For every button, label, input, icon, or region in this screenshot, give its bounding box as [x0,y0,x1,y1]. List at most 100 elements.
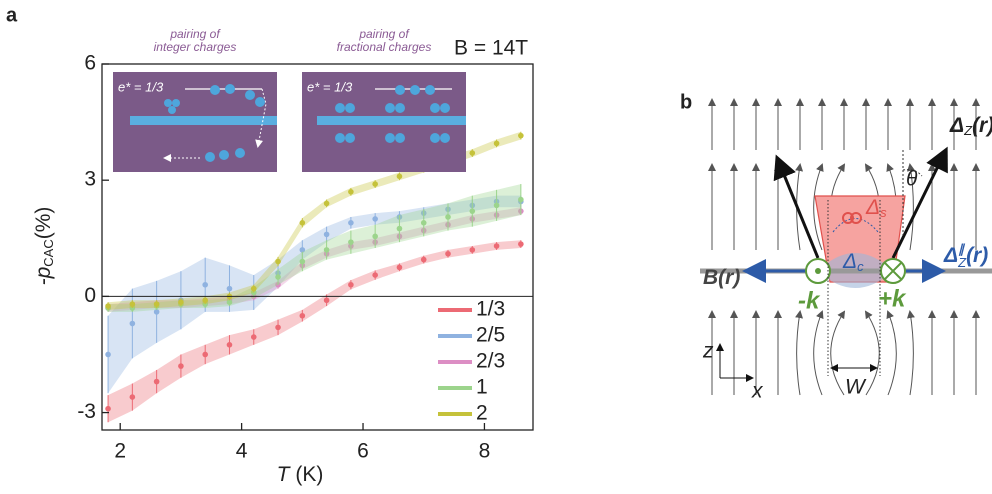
point [469,247,476,253]
mode-in-cross [884,262,902,280]
annotation: B = 14T [454,37,528,60]
field-line [795,310,803,396]
point [348,239,354,245]
plot-frame [101,63,534,431]
field-line [813,310,824,396]
point [396,264,403,271]
point [518,241,524,247]
legend-label: 2/3 [476,350,505,373]
point [250,334,257,340]
point [129,394,136,400]
inset-label: e* = 1/3 [307,79,353,94]
delta-z-par-label: Δ∥ Z(r) [943,242,988,270]
label-sub: Z [957,255,967,270]
error-band [108,207,521,312]
diagram: ΔZ(r) θ Δs B(r) Δ∥Z(r) Δc -k +k z x W [700,98,992,403]
pair-icon [842,212,854,224]
point [275,274,281,280]
point [323,297,330,304]
inset: e* = 1/3 pairing of integer charges [113,27,277,172]
label-arg: (r) [972,114,992,137]
field-line [813,163,824,251]
x-tick-label: 2 [114,440,126,463]
point [153,301,160,307]
point [250,285,257,292]
point [202,301,208,307]
x-axis-label: T (K) [277,463,324,486]
point [445,214,451,220]
label-main: Δ [865,196,880,219]
point [226,285,233,292]
point [153,309,160,315]
point [420,256,427,263]
y-label-unit: (%) [32,207,55,240]
point [323,231,330,238]
inset: e* = 1/3 pairing of fractional charges [302,27,466,172]
b-field-label: B(r) [703,266,740,289]
inset-label: e* = 1/3 [118,79,164,94]
point [153,378,160,385]
field-line [864,310,880,396]
panel-label: b [680,91,692,113]
point [299,258,306,265]
point [396,173,403,180]
y-label-sub: CAC [41,239,56,266]
inset-particles [335,85,450,143]
point [420,219,427,226]
label-arg: (r) [718,266,740,289]
point [299,219,306,226]
point [323,200,330,207]
spin-arrow [891,146,948,259]
point [493,243,500,249]
y-tick-label: 0 [84,284,96,307]
point [178,299,184,305]
label-main: B [703,266,718,289]
point [299,312,306,319]
y-tick-label: 3 [84,168,96,191]
point [493,202,500,209]
point [348,189,354,195]
point [105,303,111,309]
point [518,132,524,139]
y-tick-label: 6 [84,52,96,75]
x-tick-label: 8 [479,440,491,463]
label-arg: (r) [966,244,988,267]
point [323,247,330,253]
label-sub: Z [963,123,973,138]
x-tick-label: 4 [236,440,248,463]
point [275,324,281,331]
y-tick-label: -3 [77,400,96,423]
label-main: Δ [943,244,958,267]
point [372,181,378,187]
error-band [108,131,521,310]
point [348,219,354,226]
inset-caption: fractional charges [337,40,432,54]
point [372,233,378,240]
field-line [886,310,897,396]
field-lines [708,98,980,396]
label-main: Δ [842,250,857,273]
x-label-var: T [277,463,292,486]
point [226,341,233,348]
point [226,299,233,305]
panel-label: a [6,4,18,26]
inset-caption: pairing of [358,27,410,41]
field-line [830,310,846,396]
point [396,225,403,232]
point [202,281,208,288]
point [493,140,500,147]
point [202,297,208,304]
delta-s-label: Δs [865,196,887,221]
label-sup: ∥ [958,242,966,256]
field-line [906,163,915,251]
minus-k-label: -k [798,287,821,314]
z-axis-label: z [702,340,714,363]
mode-out-dot [815,268,821,274]
point [299,247,306,253]
delta-z-label: ΔZ(r) [949,114,992,139]
point [275,258,281,265]
point [105,405,111,412]
x-label-unit: (K) [295,463,323,486]
legend-label: 1/3 [476,298,505,321]
